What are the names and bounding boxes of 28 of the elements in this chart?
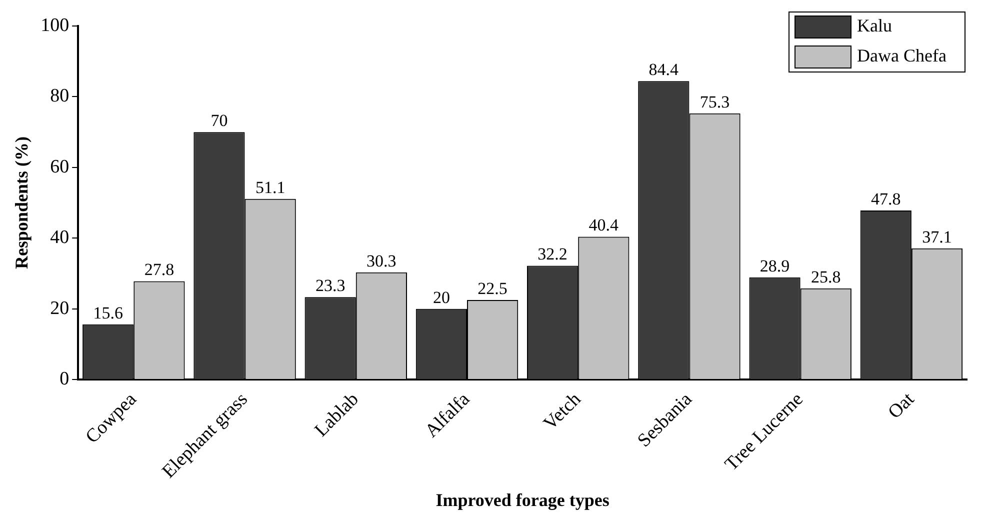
y-tick-label: 60 xyxy=(50,156,70,178)
x-tick-label: Vetch xyxy=(540,388,586,434)
data-label: 15.6 xyxy=(93,303,123,322)
y-tick-label: 40 xyxy=(50,227,70,248)
data-label: 20 xyxy=(432,288,450,307)
data-label: 23.3 xyxy=(315,276,346,296)
y-axis-title: Respondents (%) xyxy=(11,136,32,270)
data-label: 28.9 xyxy=(760,256,790,276)
y-tick-label: 100 xyxy=(40,14,70,36)
y-tick-label: 20 xyxy=(50,298,70,319)
x-axis-title: Improved forage types xyxy=(436,490,610,510)
data-label: 40.4 xyxy=(588,216,620,235)
data-label: 30.3 xyxy=(366,251,396,270)
legend-label: Kalu xyxy=(857,16,892,36)
data-label: 70 xyxy=(210,111,228,130)
data-label: 25.8 xyxy=(811,267,841,286)
data-label: 27.8 xyxy=(144,260,174,280)
data-label: 37.1 xyxy=(922,227,952,246)
data-label: 47.8 xyxy=(871,190,901,209)
data-label: 32.2 xyxy=(538,244,568,264)
data-label: 22.5 xyxy=(478,278,508,298)
y-tick-label: 0 xyxy=(60,368,70,390)
data-label: 84.4 xyxy=(648,60,680,80)
legend-label: Dawa Chefa xyxy=(857,46,946,66)
data-label: 75.3 xyxy=(700,92,730,112)
x-tick-label: Oat xyxy=(884,388,920,424)
y-tick-label: 80 xyxy=(50,86,70,107)
data-label: 51.1 xyxy=(255,178,286,197)
